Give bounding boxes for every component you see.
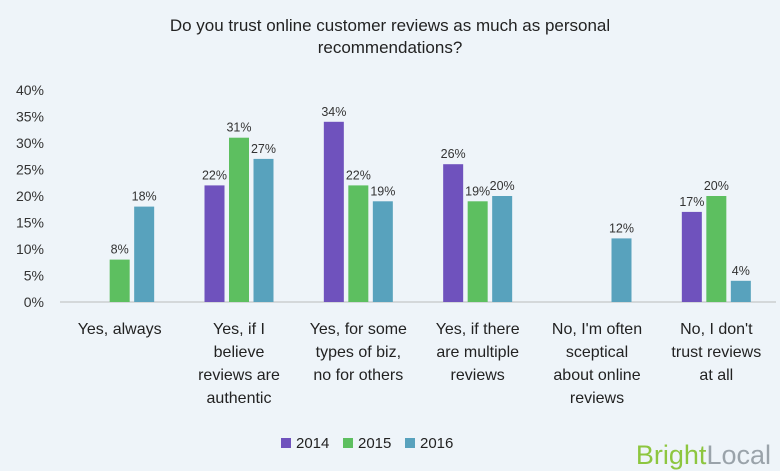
y-tick-label: 20% [16, 188, 44, 204]
data-label: 8% [111, 243, 129, 257]
bar-2015 [229, 137, 249, 302]
bar-2016 [253, 158, 274, 302]
bar-2014 [443, 164, 464, 302]
logo-local-text: Local [706, 440, 771, 470]
y-tick-label: 10% [16, 241, 44, 257]
category-label: Yes, always [78, 321, 162, 338]
data-label: 12% [609, 221, 634, 235]
y-tick-label: 30% [16, 135, 44, 151]
data-label: 31% [226, 121, 251, 135]
data-label: 19% [465, 184, 490, 198]
legend-swatch-2016 [405, 438, 415, 448]
bar-2015 [706, 196, 727, 302]
bars [109, 121, 751, 302]
bar-2016 [134, 206, 155, 302]
category-label: No, I'm often sceptical about online review… [552, 321, 642, 407]
y-tick-label: 35% [16, 109, 44, 125]
data-label: 22% [202, 168, 227, 182]
legend: 2014 2015 2016 [281, 435, 453, 452]
data-label: 18% [132, 190, 157, 204]
svg-text:BrightLocal: BrightLocal [636, 440, 771, 470]
data-label: 26% [441, 147, 466, 161]
data-label: 20% [490, 179, 515, 193]
bar-2014 [681, 211, 702, 302]
chart-title-line: recommendations? [318, 38, 463, 57]
bar-2015 [109, 259, 130, 302]
data-label: 19% [370, 184, 395, 198]
bar-2015 [467, 201, 488, 302]
data-label: 27% [251, 142, 276, 156]
y-tick-label: 0% [24, 294, 44, 310]
legend-label-2014: 2014 [296, 435, 329, 452]
category-label: Yes, if there are multiple reviews [436, 321, 520, 384]
bar-2014 [323, 121, 344, 302]
bar-2015 [348, 185, 369, 302]
y-tick-label: 15% [16, 215, 44, 231]
category-label: Yes, for some types of biz, no for others [310, 321, 407, 384]
data-label: 20% [704, 179, 729, 193]
data-label: 17% [679, 195, 704, 209]
data-labels: 8%18%22%31%27%34%22%19%26%19% 20%12%17%20… [111, 105, 750, 278]
legend-label-2015: 2015 [358, 435, 391, 452]
data-label: 22% [346, 168, 371, 182]
bar-2014 [204, 185, 225, 302]
y-axis: 0% 5% 10% 15% 20% 25% 30% 35% 40% [16, 82, 44, 310]
bar-2016 [611, 238, 632, 302]
brightlocal-logo: BrightLocal [636, 440, 771, 470]
y-tick-label: 25% [16, 162, 44, 178]
chart-title: Do you trust online customer reviews as … [170, 16, 610, 57]
category-label: No, I don't trust reviews at all [671, 321, 761, 384]
y-tick-label: 40% [16, 82, 44, 98]
logo-bright-text: Bright [636, 440, 707, 470]
bar-2016 [372, 201, 393, 302]
legend-swatch-2014 [281, 438, 291, 448]
y-tick-label: 5% [24, 268, 44, 284]
bar-2016 [730, 280, 751, 302]
legend-label-2016: 2016 [420, 435, 453, 452]
legend-swatch-2015 [343, 438, 353, 448]
chart-title-line: Do you trust online customer reviews as … [170, 16, 610, 35]
bar-2016 [492, 196, 513, 302]
data-label: 4% [732, 264, 750, 278]
data-label: 34% [321, 105, 346, 119]
